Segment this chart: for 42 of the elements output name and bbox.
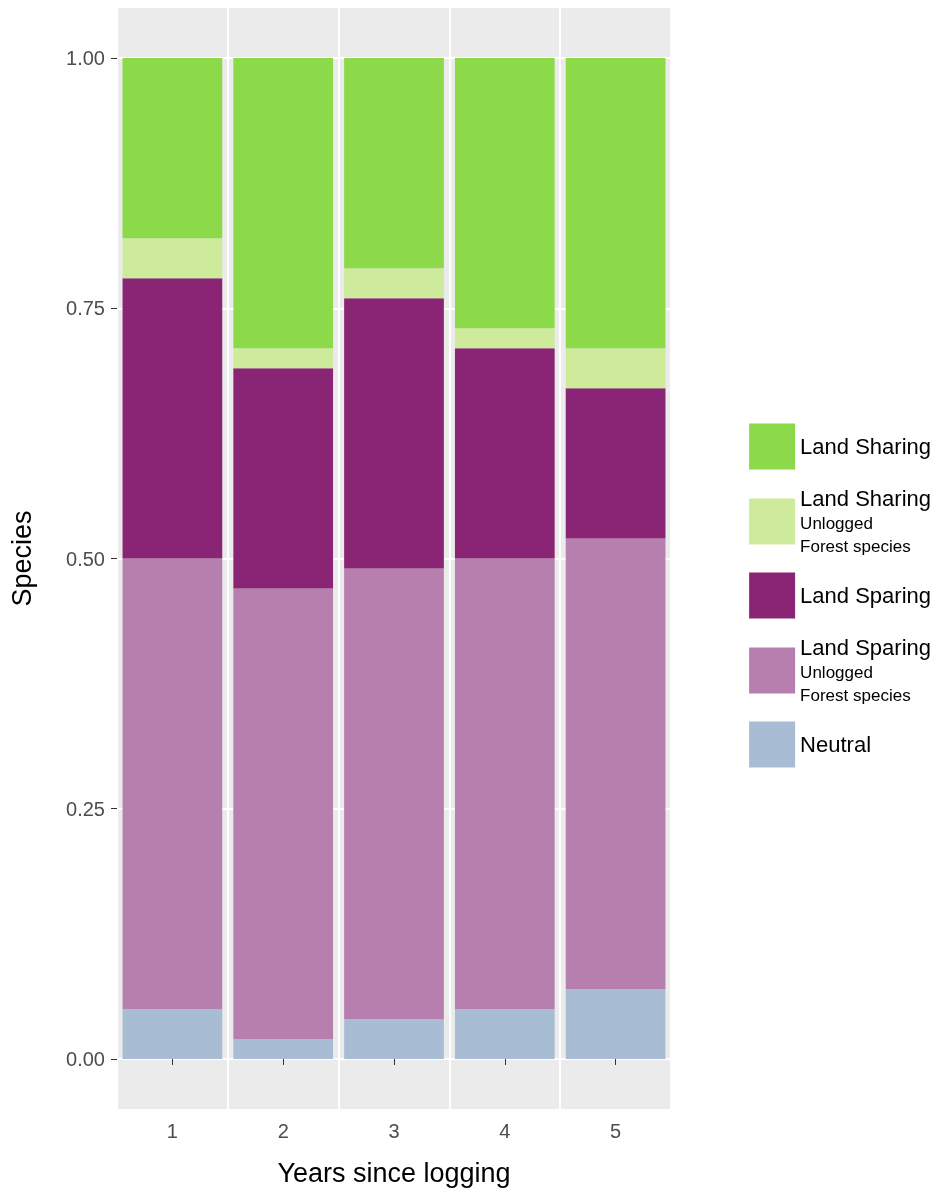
bar bbox=[233, 58, 334, 349]
bar bbox=[454, 328, 555, 349]
bar bbox=[344, 1018, 444, 1059]
bar bbox=[344, 298, 444, 569]
bar bbox=[233, 1038, 334, 1059]
bar bbox=[344, 58, 444, 269]
bar bbox=[565, 538, 666, 989]
legend-label: Land Sparing bbox=[800, 583, 932, 608]
bar bbox=[122, 278, 223, 559]
x-tick-label: 3 bbox=[388, 1120, 400, 1142]
x-tick-label: 2 bbox=[277, 1120, 289, 1142]
y-axis-title: Species bbox=[6, 510, 37, 607]
y-tick-label: 1.00 bbox=[66, 47, 105, 70]
bar bbox=[454, 348, 555, 559]
y-tick-label: 0.75 bbox=[66, 297, 105, 320]
legend-label: Land Sparing Unlogged Forest species bbox=[800, 635, 932, 705]
bar bbox=[344, 268, 444, 299]
bar bbox=[233, 368, 334, 589]
y-tick-label: 0.00 bbox=[66, 1047, 105, 1070]
bar bbox=[454, 1008, 555, 1059]
bar bbox=[454, 558, 555, 1009]
x-axis-title: Years since logging bbox=[277, 1157, 511, 1188]
legend-label: Land Sharing bbox=[800, 434, 932, 459]
y-tick-label: 0.50 bbox=[66, 547, 105, 570]
bar bbox=[233, 588, 334, 1039]
bar bbox=[565, 348, 666, 389]
bar bbox=[454, 58, 555, 329]
x-tick-label: 1 bbox=[166, 1120, 178, 1142]
bar bbox=[122, 58, 223, 239]
bar bbox=[233, 348, 334, 369]
bar bbox=[122, 238, 223, 279]
bar bbox=[565, 388, 666, 539]
bar bbox=[122, 558, 223, 1009]
x-tick-label: 4 bbox=[499, 1120, 511, 1142]
legend-label: Land Sharing Unlogged Forest species bbox=[800, 486, 932, 556]
legend-label: Neutral bbox=[800, 732, 872, 757]
x-tick-label: 5 bbox=[610, 1120, 622, 1142]
y-tick-label: 0.25 bbox=[66, 797, 105, 820]
bar bbox=[565, 988, 666, 1059]
bar bbox=[122, 1008, 223, 1059]
bar bbox=[344, 568, 444, 1019]
bar bbox=[565, 58, 666, 349]
